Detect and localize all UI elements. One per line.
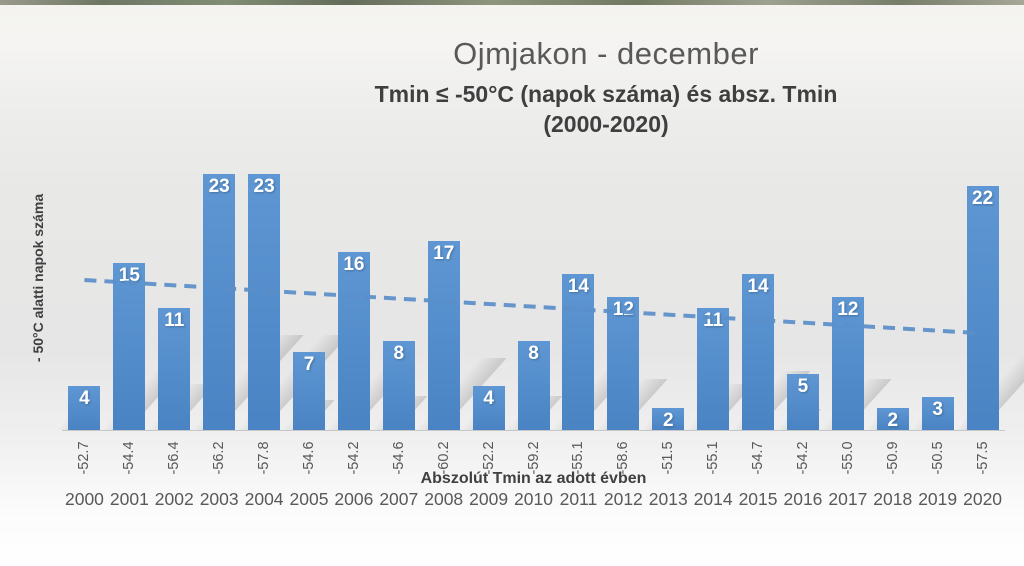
bar: 12 [607, 296, 640, 430]
bar-value-label: 8 [528, 343, 539, 365]
bar: 12 [831, 296, 864, 430]
bar-column: 8 [511, 160, 556, 430]
bar-column: 4 [466, 160, 511, 430]
x-year-label: 2018 [873, 489, 913, 509]
bar: 14 [562, 274, 595, 430]
bar-column: 22 [960, 160, 1005, 430]
bar-column: 11 [691, 160, 736, 430]
x-year-label: 2015 [738, 489, 778, 509]
x-year-label: 2020 [963, 489, 1003, 509]
bar-value-label: 4 [79, 387, 90, 409]
bar: 11 [697, 307, 730, 430]
photo-edge-strip [0, 0, 1024, 5]
bar-column: 12 [601, 160, 646, 430]
bar-value-label: 2 [887, 409, 899, 431]
bar: 14 [742, 274, 775, 430]
bar-value-label: 4 [483, 387, 494, 409]
bar-value-label: 12 [837, 298, 859, 320]
bar: 11 [158, 307, 191, 430]
x-year-label: 2004 [244, 489, 284, 509]
x-year-labels-row: 2000 2001 2002 2003 2004 2005 2006 2007 2008 2009… [62, 489, 1005, 510]
x-year-label: 2016 [783, 489, 823, 509]
bar: 23 [248, 174, 281, 430]
bar-column: 17 [421, 160, 466, 430]
bar-value-label: 3 [932, 398, 943, 420]
bar-value-label: 23 [208, 176, 230, 198]
bar-value-label: 22 [972, 187, 994, 209]
bar: 2 [652, 407, 685, 431]
bar-value-label: 11 [164, 309, 185, 331]
bar-column: 8 [376, 160, 421, 430]
x-year-label: 2000 [64, 489, 104, 509]
bar-column: 4 [62, 160, 107, 430]
bar: 4 [68, 385, 101, 430]
x-year-label: 2017 [828, 489, 868, 509]
x-year-label: 2002 [154, 489, 194, 509]
x-year-label: 2019 [918, 489, 958, 509]
bars-row: 4 15 11 23 23 7 16 8 17 4 8 14 12 2 11 14 5 12 2 3 22 [62, 160, 1005, 430]
bar-value-label: 14 [747, 276, 769, 298]
x-year-label: 2009 [469, 489, 509, 509]
bar: 23 [203, 174, 236, 430]
x-year-label: 2010 [514, 489, 553, 509]
x-axis-title: Abszolút Tmin az adott évben [420, 470, 647, 487]
bar-column: 7 [287, 160, 332, 430]
bar-column: 14 [736, 160, 781, 430]
bar-value-label: 17 [433, 243, 455, 265]
x-year-label: 2003 [199, 489, 239, 509]
bar: 5 [786, 374, 819, 430]
bar: 8 [382, 341, 415, 430]
x-year-label: 2006 [334, 489, 374, 509]
bar-column: 2 [646, 160, 691, 430]
bar-value-label: 8 [393, 343, 405, 365]
bar: 7 [292, 352, 325, 430]
bar-column: 12 [825, 160, 870, 430]
bar-column: 2 [870, 160, 915, 430]
chart-subtitle-line2: (2000-2020) [543, 111, 669, 137]
bar-value-label: 7 [303, 354, 315, 376]
bar-value-label: 15 [118, 265, 140, 287]
bar: 8 [517, 341, 550, 430]
bar-value-label: 12 [612, 298, 634, 320]
x-year-label: 2008 [424, 489, 464, 509]
chart-header: Ojmjakon - december Tmin ≤ -50°C (napok … [190, 36, 1022, 138]
bar-value-label: 16 [343, 254, 365, 276]
bar-column: 5 [781, 160, 826, 430]
bar-value-label: 11 [703, 309, 724, 331]
x-year-label: 2001 [109, 489, 149, 509]
x-year-label: 2014 [693, 489, 733, 509]
plot-area: 4 15 11 23 23 7 16 8 17 4 8 14 12 2 11 14 5 12 2 3 22 [62, 160, 1005, 431]
x-year-label: 2007 [379, 489, 419, 509]
x-year-label: 2005 [289, 489, 329, 509]
bar-value-label: 14 [567, 276, 589, 298]
bar: 15 [113, 263, 146, 430]
y-axis-title: - 50°C alatti napok száma [30, 193, 46, 363]
bar-column: 16 [331, 160, 376, 430]
bar-column: 11 [152, 160, 197, 430]
x-year-label: 2011 [559, 489, 598, 509]
bar-column: 23 [242, 160, 287, 430]
x-year-label: 2012 [603, 489, 643, 509]
bar-value-label: 5 [797, 376, 809, 398]
x-axis-baseline [62, 430, 1005, 431]
bar-column: 14 [556, 160, 601, 430]
bar-column: 23 [197, 160, 242, 430]
bar-column: 3 [915, 160, 960, 430]
bar: 22 [966, 185, 999, 430]
bar: 16 [337, 252, 370, 430]
bar: 3 [921, 396, 954, 430]
bar-value-label: 2 [662, 409, 674, 431]
bar-value-label: 23 [253, 176, 275, 198]
x-year-label: 2013 [648, 489, 688, 509]
bar: 4 [472, 385, 505, 430]
chart-subtitle-line1: Tmin ≤ -50°C (napok száma) és absz. Tmin [374, 81, 838, 107]
bar-column: 15 [107, 160, 152, 430]
bar: 17 [427, 241, 460, 430]
chart-title: Ojmjakon - december [453, 36, 759, 71]
bar: 2 [876, 407, 909, 431]
